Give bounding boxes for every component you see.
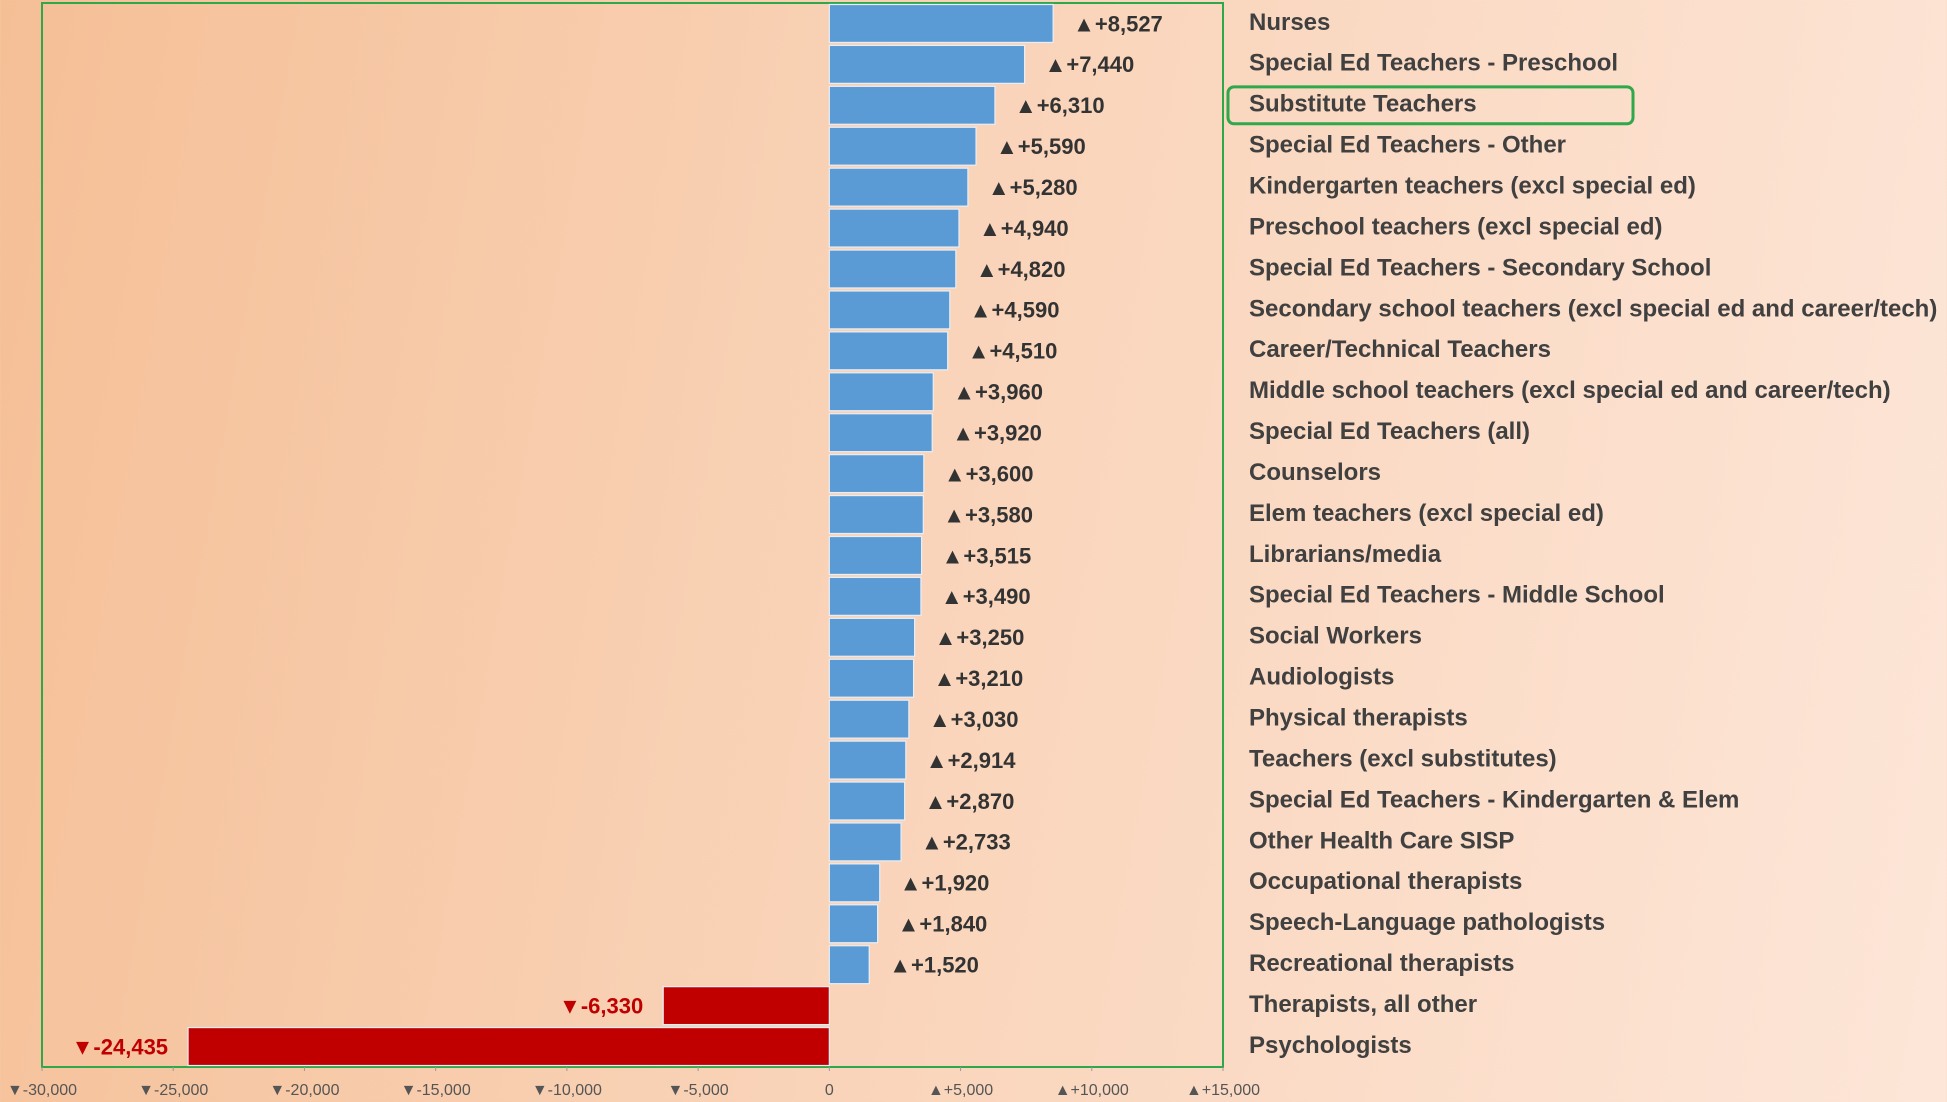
category-label: Special Ed Teachers - Secondary School [1249, 254, 1711, 281]
x-tick-label: ▲+5,000 [928, 1082, 993, 1099]
category-label: Special Ed Teachers (all) [1249, 418, 1530, 445]
bar [662, 986, 830, 1026]
category-label: Social Workers [1249, 623, 1422, 650]
value-label: ▼-24,435 [72, 1034, 168, 1059]
value-label: ▲+4,820 [976, 257, 1066, 282]
category-label: Preschool teachers (excl special ed) [1249, 213, 1663, 240]
value-label: ▲+3,920 [952, 421, 1042, 446]
x-tick-label: ▲+10,000 [1055, 1082, 1129, 1099]
bar [828, 576, 922, 616]
bar [187, 1026, 830, 1067]
category-label: Other Health Care SISP [1249, 827, 1514, 854]
value-label: ▲+3,210 [934, 666, 1024, 691]
bar [828, 331, 949, 371]
bar [828, 126, 977, 166]
bar [828, 535, 923, 576]
value-label: ▲+3,490 [941, 584, 1031, 609]
value-label: ▲+3,250 [935, 625, 1025, 650]
category-label: Elem teachers (excl special ed) [1249, 500, 1604, 527]
bar [828, 658, 915, 698]
value-label: ▲+3,600 [944, 461, 1034, 486]
bar [828, 454, 925, 494]
category-label: Occupational therapists [1249, 868, 1522, 895]
category-label: Special Ed Teachers - Kindergarten & Ele… [1249, 786, 1739, 813]
bar [828, 3, 1054, 44]
value-label: ▲+5,280 [988, 175, 1078, 200]
value-label: ▲+1,840 [898, 912, 988, 937]
bar [828, 372, 934, 412]
category-label: Kindergarten teachers (excl special ed) [1249, 172, 1696, 199]
value-label: ▲+7,440 [1045, 52, 1135, 77]
x-tick-label: ▼-5,000 [668, 1082, 729, 1099]
bar [828, 822, 902, 862]
value-label: ▲+3,030 [929, 707, 1019, 732]
value-label: ▲+1,920 [900, 871, 990, 896]
x-tick-label: 0 [825, 1082, 834, 1099]
category-label: Secondary school teachers (excl special … [1249, 295, 1937, 322]
highlight-box [1226, 85, 1635, 126]
value-label: ▲+2,870 [925, 789, 1015, 814]
bar [828, 413, 933, 453]
bar [828, 85, 996, 125]
bar [828, 290, 951, 330]
value-label: ▼-6,330 [559, 993, 643, 1018]
category-label: Career/Technical Teachers [1249, 336, 1551, 363]
value-label: ▲+3,960 [953, 380, 1043, 405]
value-label: ▲+3,580 [943, 502, 1033, 527]
category-label: Physical therapists [1249, 704, 1468, 731]
category-label: Special Ed Teachers - Preschool [1249, 50, 1618, 77]
value-label: ▲+4,940 [979, 216, 1069, 241]
category-label: Special Ed Teachers - Other [1249, 132, 1566, 159]
plot-frame [41, 2, 1224, 1068]
value-label: ▲+2,914 [926, 748, 1016, 773]
category-label: Audiologists [1249, 664, 1394, 691]
category-label: Counselors [1249, 459, 1381, 486]
value-label: ▲+4,590 [970, 298, 1060, 323]
x-tick-label: ▼-20,000 [269, 1082, 339, 1099]
bar [828, 494, 924, 535]
category-label: Librarians/media [1249, 541, 1442, 568]
category-label: Middle school teachers (excl special ed … [1249, 377, 1891, 404]
x-tick-label: ▼-25,000 [138, 1082, 208, 1099]
bar [828, 208, 960, 248]
x-tick-label: ▼-15,000 [401, 1082, 471, 1099]
x-tick-label: ▼-10,000 [532, 1082, 602, 1099]
bar [828, 699, 910, 739]
value-label: ▲+4,510 [968, 339, 1058, 364]
category-label: Speech-Language pathologists [1249, 909, 1605, 936]
bar [828, 863, 881, 903]
x-tick-label: ▲+15,000 [1186, 1082, 1260, 1099]
value-label: ▲+2,733 [921, 830, 1011, 855]
bar [828, 904, 879, 944]
value-label: ▲+8,527 [1073, 11, 1163, 36]
bar [828, 617, 916, 657]
bar [828, 781, 906, 821]
category-label: Substitute Teachers [1249, 91, 1477, 118]
x-tick-label: ▼-30,000 [7, 1082, 77, 1099]
category-label: Teachers (excl substitutes) [1249, 745, 1557, 772]
category-label: Nurses [1249, 9, 1330, 36]
category-label: Psychologists [1249, 1032, 1412, 1059]
category-label: Special Ed Teachers - Middle School [1249, 582, 1665, 609]
category-label: Therapists, all other [1249, 991, 1477, 1018]
bar [828, 167, 969, 207]
value-label: ▲+5,590 [996, 134, 1086, 159]
bar [828, 249, 957, 289]
value-label: ▲+1,520 [889, 953, 979, 978]
bar [828, 740, 907, 780]
category-label: Recreational therapists [1249, 950, 1514, 977]
bar [828, 44, 1026, 84]
bar [828, 945, 870, 985]
value-label: ▲+3,515 [942, 543, 1032, 568]
value-label: ▲+6,310 [1015, 93, 1105, 118]
